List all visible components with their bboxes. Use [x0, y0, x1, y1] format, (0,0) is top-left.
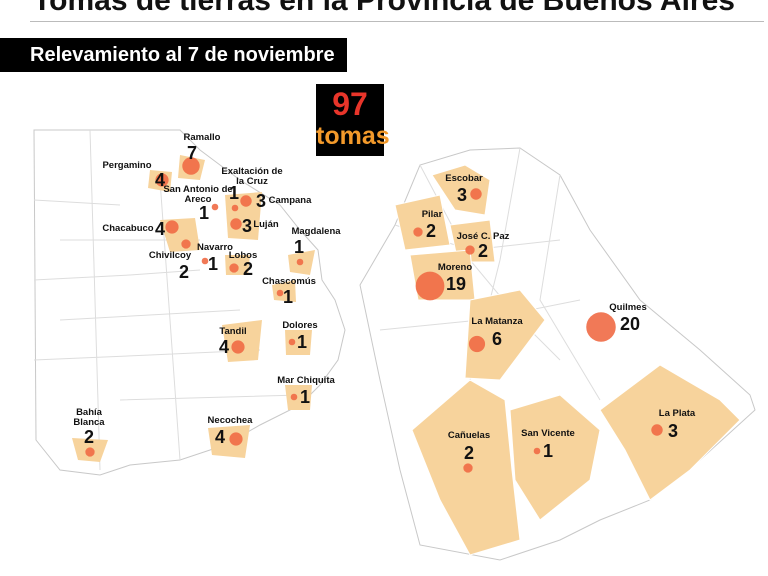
place-bubble — [463, 463, 473, 473]
place-name: Chacabuco — [102, 223, 154, 234]
place-count: 2 — [83, 427, 95, 447]
place-bubble — [229, 263, 239, 273]
subtitle: Relevamiento al 7 de noviembre — [0, 38, 347, 72]
place-count: 20 — [619, 314, 641, 334]
place-bubble — [533, 447, 541, 455]
place-count: 3 — [241, 216, 253, 236]
place-name: Pilar — [421, 209, 443, 220]
place-name: Dolores — [282, 320, 318, 331]
place-name: Ramallo — [183, 132, 221, 143]
place-bubble — [201, 257, 209, 265]
conurbano-highlights — [394, 164, 741, 556]
place-count: 2 — [178, 262, 190, 282]
place-name: Chascomús — [262, 276, 316, 287]
place-bubble — [181, 239, 191, 249]
place-bubble — [230, 218, 242, 230]
place-count: 6 — [491, 329, 503, 349]
title: Tomas de tierras en la Provincia de Buen… — [33, 0, 735, 17]
place-name: Magdalena — [291, 226, 341, 237]
place-bubble — [415, 271, 445, 301]
place-bubble — [651, 424, 663, 436]
place-count: 1 — [207, 254, 219, 274]
place-count: 1 — [542, 441, 554, 461]
place-name: Mar Chiquita — [277, 375, 335, 386]
place-count: 1 — [198, 203, 210, 223]
place-count: 1 — [228, 183, 240, 203]
place-bubble — [465, 245, 475, 255]
place-bubble — [231, 204, 239, 212]
place-bubble — [290, 393, 298, 401]
place-count: 2 — [463, 443, 475, 463]
place-name: Lobos — [228, 250, 258, 261]
place-count: 1 — [293, 237, 305, 257]
place-name: Chivilcoy — [148, 250, 192, 261]
place-bubble — [288, 338, 296, 346]
place-name: Necochea — [207, 415, 253, 426]
place-bubble — [211, 203, 219, 211]
place-bubble — [470, 188, 482, 200]
place-bubble — [468, 335, 486, 353]
place-count: 1 — [296, 332, 308, 352]
place-name: Bahía Blanca — [73, 407, 105, 428]
place-name: San Vicente — [521, 428, 575, 439]
total-label: tomas — [316, 122, 390, 150]
title-rule — [30, 21, 764, 22]
place-name: Tandil — [219, 326, 247, 337]
place-name: Escobar — [445, 173, 483, 184]
total-box: 97 tomas — [316, 84, 390, 156]
place-count: 2 — [425, 221, 437, 241]
place-bubble — [276, 289, 284, 297]
place-bubble — [165, 220, 179, 234]
place-name: Exaltación de la Cruz — [221, 166, 283, 187]
place-name: La Plata — [658, 408, 696, 419]
place-name: José C. Paz — [456, 231, 510, 242]
place-count: 2 — [477, 241, 489, 261]
place-count: 1 — [299, 387, 311, 407]
place-count: 4 — [154, 170, 166, 190]
place-count: 19 — [445, 274, 467, 294]
place-name: Campana — [268, 195, 312, 206]
total-value: 97 — [332, 86, 368, 122]
place-count: 3 — [255, 191, 267, 211]
place-bubble — [229, 432, 243, 446]
place-name: Luján — [253, 219, 279, 230]
place-bubble — [413, 227, 423, 237]
place-name: Pergamino — [102, 160, 152, 171]
place-bubble — [85, 447, 95, 457]
place-name: La Matanza — [471, 316, 523, 327]
place-count: 2 — [242, 259, 254, 279]
place-bubble — [231, 340, 245, 354]
place-count: 4 — [214, 427, 226, 447]
place-bubble — [182, 157, 200, 175]
bubbles — [85, 157, 663, 473]
place-name: Cañuelas — [447, 430, 491, 441]
place-count: 4 — [218, 337, 230, 357]
place-count: 3 — [456, 185, 468, 205]
place-bubble — [240, 195, 252, 207]
place-name: San Antonio de Areco — [163, 184, 233, 205]
place-count: 1 — [282, 287, 294, 307]
place-name: Navarro — [197, 242, 233, 253]
province-map — [33, 129, 346, 476]
place-count: 3 — [667, 421, 679, 441]
place-name: Quilmes — [609, 302, 647, 313]
place-bubble — [155, 173, 169, 187]
place-bubble — [296, 258, 304, 266]
place-name: Moreno — [437, 262, 473, 273]
place-count: 7 — [186, 143, 198, 163]
place-bubble — [586, 312, 616, 342]
place-count: 4 — [154, 219, 166, 239]
